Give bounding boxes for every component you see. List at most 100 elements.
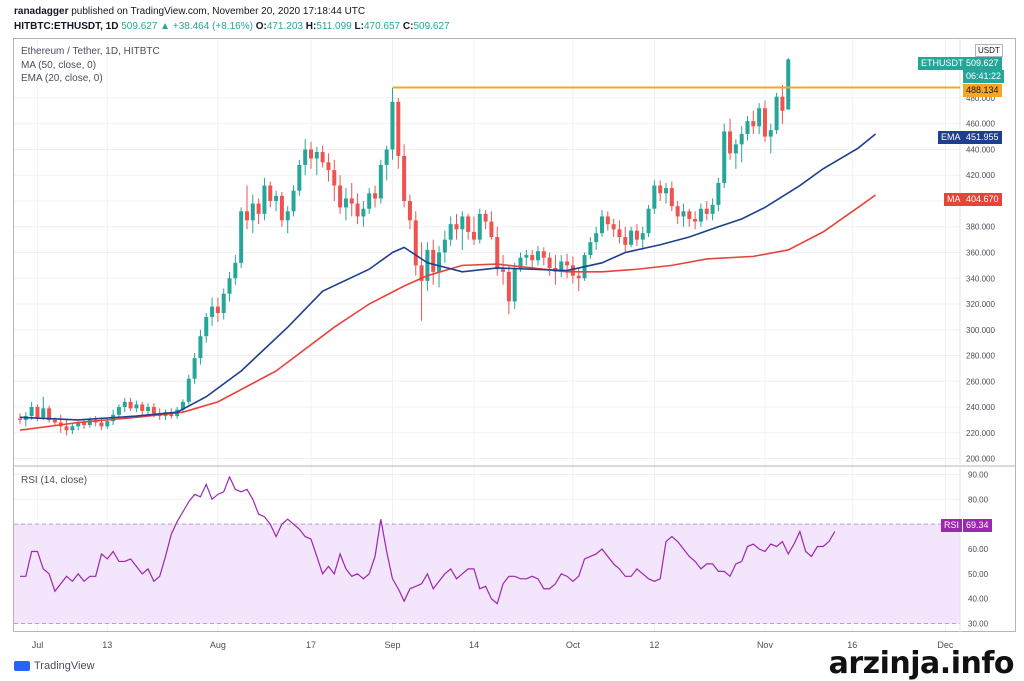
- candle-body: [309, 149, 313, 159]
- candle-body: [512, 267, 517, 302]
- candle-body: [716, 182, 721, 205]
- time-tick-label: 16: [847, 640, 857, 650]
- candle-body: [210, 306, 215, 317]
- candle-body: [396, 101, 401, 156]
- arrow-up-icon: ▲: [160, 21, 171, 32]
- rsi-tick-label: 90.00: [968, 470, 989, 479]
- candle-body: [413, 220, 418, 266]
- candle-body: [41, 408, 46, 418]
- price-tick-label: 420.000: [966, 171, 995, 180]
- candle-body: [244, 211, 249, 221]
- price-tick-label: 360.000: [966, 249, 995, 258]
- legend-rsi[interactable]: RSI (14, close): [21, 475, 88, 486]
- candle-body: [384, 149, 389, 165]
- ema-tag-label: EMA: [938, 131, 964, 144]
- price-tick-label: 480.000: [966, 94, 995, 103]
- candle-body: [745, 121, 750, 135]
- time-tick-label: Aug: [210, 640, 226, 650]
- candle-body: [274, 195, 279, 201]
- candle-body: [617, 229, 622, 238]
- candle-body: [204, 316, 209, 337]
- candle-body: [739, 134, 744, 145]
- candle-body: [541, 251, 546, 258]
- candle-body: [460, 216, 465, 230]
- publish-info: ranadagger published on TradingView.com,…: [14, 6, 365, 17]
- price-tick-label: 320.000: [966, 300, 995, 309]
- watermark: arzinja.info: [828, 646, 1015, 681]
- candle-body: [215, 306, 220, 314]
- candle-body: [373, 193, 378, 199]
- rsi-line[interactable]: [20, 475, 836, 605]
- ema-tag-value: 451.955: [963, 131, 1002, 144]
- candle-body: [146, 407, 151, 411]
- candle-body: [314, 152, 319, 159]
- currency-tag[interactable]: USDT: [975, 44, 1003, 57]
- candle-body: [180, 401, 185, 410]
- candle-body: [728, 131, 733, 154]
- candle-body: [128, 401, 133, 409]
- candle-body: [733, 144, 738, 154]
- low-label: L:: [354, 21, 364, 32]
- candle-body: [349, 198, 354, 204]
- legend-ma[interactable]: MA (50, close, 0): [21, 60, 97, 71]
- candle-body: [151, 407, 156, 414]
- candle-body: [221, 293, 226, 314]
- candle-body: [285, 211, 290, 221]
- candle-body: [70, 426, 75, 431]
- price-tick-label: 300.000: [966, 326, 995, 335]
- candle-body: [227, 278, 232, 294]
- high-label: H:: [305, 21, 317, 32]
- candle-body: [297, 164, 302, 191]
- candle-body: [431, 249, 436, 272]
- candle-body: [477, 213, 482, 240]
- candle-body: [35, 407, 40, 418]
- price-tick-label: 340.000: [966, 274, 995, 283]
- price-tick-label: 220.000: [966, 429, 995, 438]
- legend-title[interactable]: Ethereum / Tether, 1D, HITBTC: [21, 46, 160, 57]
- legend-ema[interactable]: EMA (20, close, 0): [21, 73, 103, 84]
- rsi-tick-label: 80.00: [968, 495, 989, 504]
- candle-body: [262, 185, 267, 214]
- time-tick-label: 13: [102, 640, 112, 650]
- price-change: +38.464 (+8.16%): [172, 21, 253, 32]
- low-value: 470.657: [363, 21, 401, 32]
- rsi-tick-label: 40.00: [968, 595, 989, 604]
- ma-tag-label: MA: [944, 193, 964, 206]
- price-tick-label: 280.000: [966, 352, 995, 361]
- close-value: 509.627: [413, 21, 450, 32]
- candle-body: [52, 419, 57, 423]
- ma-tag-value: 404.670: [963, 193, 1002, 206]
- time-tick-label: 12: [649, 640, 659, 650]
- candle-body: [640, 233, 645, 240]
- candle-body: [256, 203, 261, 214]
- time-axis[interactable]: Jul 13 Aug 17 Sep 14 Oct 12 Nov 16 Dec: [32, 640, 954, 650]
- candle-body: [343, 198, 348, 208]
- price-tick-label: 240.000: [966, 403, 995, 412]
- last-price: 509.627: [121, 21, 158, 32]
- tradingview-logo[interactable]: TradingView: [14, 660, 95, 672]
- price-tick-label: 440.000: [966, 145, 995, 154]
- candle-body: [594, 233, 599, 243]
- candle-body: [437, 252, 442, 272]
- candle-body: [687, 211, 692, 220]
- ema20-line[interactable]: [19, 133, 877, 421]
- candle-body: [530, 255, 535, 261]
- candle-body: [501, 269, 506, 272]
- candle-body: [629, 230, 634, 245]
- author-name[interactable]: ranadagger: [14, 6, 69, 17]
- open-label: O:: [255, 21, 267, 32]
- publish-text: published on TradingView.com, November 2…: [71, 6, 366, 17]
- price-axis[interactable]: 200.000 220.000 240.000 260.000 280.000 300.0…: [966, 94, 995, 464]
- time-tick-label: 14: [469, 640, 479, 650]
- ma50-line[interactable]: [19, 194, 877, 432]
- countdown-tag: 06:41:22: [963, 70, 1005, 83]
- candle-body: [634, 230, 639, 240]
- candle-body: [425, 249, 430, 281]
- candle-body: [565, 261, 570, 266]
- candle-body: [233, 262, 238, 279]
- candle-body: [192, 358, 197, 379]
- symbol-tag: ETHUSDT: [918, 57, 967, 70]
- symbol-name: HITBTC:ETHUSDT, 1D: [14, 21, 119, 32]
